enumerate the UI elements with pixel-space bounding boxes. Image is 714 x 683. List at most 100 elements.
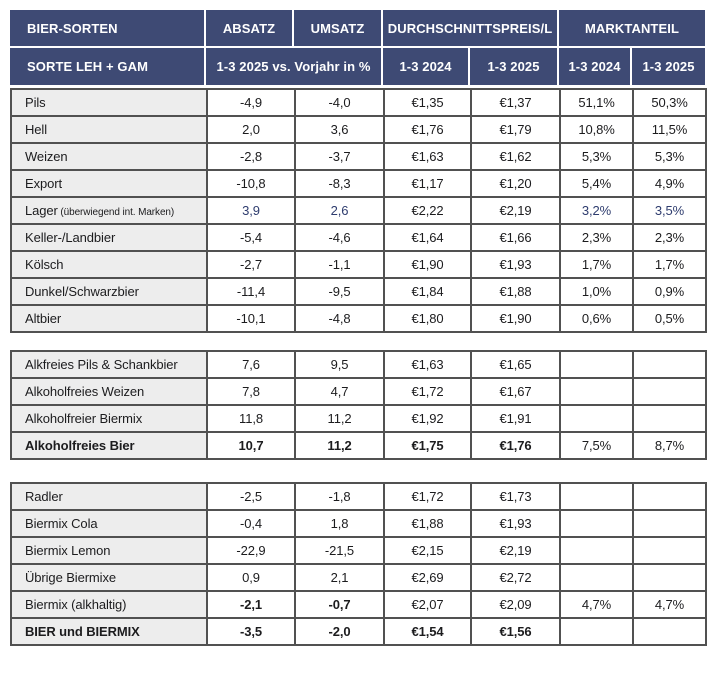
cell-absatz: -2,8	[206, 142, 296, 171]
cell-marktanteil-2025	[632, 617, 707, 646]
cell-marktanteil-2024: 1,7%	[559, 250, 634, 279]
cell-preis-2024: €1,63	[383, 350, 472, 379]
cell-marktanteil-2025: 0,9%	[632, 277, 707, 306]
beer-statistics-table: BIER-SORTEN ABSATZ UMSATZ DURCHSCHNITTSP…	[10, 10, 707, 646]
cell-preis-2024: €1,72	[383, 482, 472, 511]
cell-absatz: 11,8	[206, 404, 296, 433]
table-row: Biermix Lemon -22,9 -21,5 €2,15 €2,19	[10, 536, 707, 565]
table-block-biermix: Radler -2,5 -1,8 €1,72 €1,73 Biermix Cola -0,4…	[10, 482, 707, 646]
cell-preis-2024: €1,92	[383, 404, 472, 433]
cell-preis-2025: €1,73	[470, 482, 561, 511]
cell-absatz: -22,9	[206, 536, 296, 565]
row-label: Übrige Biermixe	[10, 563, 208, 592]
cell-preis-2025: €1,37	[470, 88, 561, 117]
cell-marktanteil-2025	[632, 350, 707, 379]
cell-preis-2024: €1,84	[383, 277, 472, 306]
cell-absatz: 7,8	[206, 377, 296, 406]
table-row: Hell 2,0 3,6 €1,76 €1,79 10,8% 11,5%	[10, 115, 707, 144]
header-durchschnittspreis: DURCHSCHNITTSPREIS/L	[383, 10, 559, 48]
cell-marktanteil-2024: 2,3%	[559, 223, 634, 252]
cell-marktanteil-2025	[632, 563, 707, 592]
cell-absatz: 2,0	[206, 115, 296, 144]
table-row: Alkfreies Pils & Schankbier 7,6 9,5 €1,63 €1…	[10, 350, 707, 379]
table-row: Weizen -2,8 -3,7 €1,63 €1,62 5,3% 5,3%	[10, 142, 707, 171]
cell-marktanteil-2025: 4,9%	[632, 169, 707, 198]
cell-umsatz: -21,5	[294, 536, 385, 565]
row-label: Alkoholfreier Biermix	[10, 404, 208, 433]
row-label-note: (überwiegend int. Marken)	[57, 207, 175, 218]
table-header: BIER-SORTEN ABSATZ UMSATZ DURCHSCHNITTSP…	[10, 10, 705, 85]
cell-marktanteil-2025: 1,7%	[632, 250, 707, 279]
cell-preis-2025: €1,90	[470, 304, 561, 333]
cell-preis-2024: €1,63	[383, 142, 472, 171]
row-label: Biermix (alkhaltig)	[10, 590, 208, 619]
cell-preis-2025: €1,67	[470, 377, 561, 406]
cell-umsatz: 1,8	[294, 509, 385, 538]
header-row-groups: BIER-SORTEN ABSATZ UMSATZ DURCHSCHNITTSP…	[10, 10, 705, 48]
table-row: Übrige Biermixe 0,9 2,1 €2,69 €2,72	[10, 563, 707, 592]
cell-preis-2025: €1,93	[470, 509, 561, 538]
cell-umsatz: -4,8	[294, 304, 385, 333]
cell-preis-2024: €2,15	[383, 536, 472, 565]
cell-marktanteil-2025: 2,3%	[632, 223, 707, 252]
cell-marktanteil-2024	[559, 350, 634, 379]
cell-preis-2024: €1,64	[383, 223, 472, 252]
cell-preis-2024: €1,35	[383, 88, 472, 117]
cell-umsatz: -4,6	[294, 223, 385, 252]
cell-preis-2024: €1,80	[383, 304, 472, 333]
cell-umsatz: -3,7	[294, 142, 385, 171]
row-label: Biermix Lemon	[10, 536, 208, 565]
row-label: Keller-/Landbier	[10, 223, 208, 252]
cell-marktanteil-2025	[632, 509, 707, 538]
cell-marktanteil-2024	[559, 563, 634, 592]
cell-marktanteil-2024: 5,3%	[559, 142, 634, 171]
row-label: Export	[10, 169, 208, 198]
cell-absatz: -2,7	[206, 250, 296, 279]
row-label: Altbier	[10, 304, 208, 333]
cell-absatz: -5,4	[206, 223, 296, 252]
cell-preis-2025: €1,91	[470, 404, 561, 433]
cell-preis-2024: €2,07	[383, 590, 472, 619]
cell-marktanteil-2024	[559, 482, 634, 511]
cell-preis-2025: €2,19	[470, 536, 561, 565]
cell-preis-2025: €2,19	[470, 196, 561, 225]
cell-preis-2025: €1,66	[470, 223, 561, 252]
header-absatz: ABSATZ	[206, 10, 294, 48]
cell-marktanteil-2024	[559, 536, 634, 565]
cell-preis-2025: €2,09	[470, 590, 561, 619]
header-umsatz: UMSATZ	[294, 10, 383, 48]
cell-marktanteil-2025: 3,5%	[632, 196, 707, 225]
table-row: Lager (überwiegend int. Marken) 3,9 2,6 €2,…	[10, 196, 707, 225]
cell-preis-2024: €2,22	[383, 196, 472, 225]
cell-absatz: 10,7	[206, 431, 296, 460]
cell-marktanteil-2024: 4,7%	[559, 590, 634, 619]
cell-marktanteil-2025	[632, 377, 707, 406]
cell-marktanteil-2024	[559, 617, 634, 646]
cell-preis-2024: €1,54	[383, 617, 472, 646]
row-label: Kölsch	[10, 250, 208, 279]
cell-marktanteil-2024	[559, 377, 634, 406]
header-vs-vorjahr: 1-3 2025 vs. Vorjahr in %	[206, 48, 383, 85]
cell-marktanteil-2025	[632, 536, 707, 565]
cell-preis-2025: €1,62	[470, 142, 561, 171]
cell-marktanteil-2024	[559, 404, 634, 433]
cell-umsatz: -2,0	[294, 617, 385, 646]
cell-umsatz: -1,8	[294, 482, 385, 511]
cell-marktanteil-2024: 1,0%	[559, 277, 634, 306]
cell-preis-2024: €2,69	[383, 563, 472, 592]
row-label: Alkoholfreies Weizen	[10, 377, 208, 406]
row-label: Weizen	[10, 142, 208, 171]
table-row: Alkoholfreies Weizen 7,8 4,7 €1,72 €1,67	[10, 377, 707, 406]
cell-preis-2025: €1,76	[470, 431, 561, 460]
cell-umsatz: 2,1	[294, 563, 385, 592]
cell-umsatz: -9,5	[294, 277, 385, 306]
cell-umsatz: 2,6	[294, 196, 385, 225]
cell-preis-2025: €1,93	[470, 250, 561, 279]
table-row: Radler -2,5 -1,8 €1,72 €1,73	[10, 482, 707, 511]
cell-marktanteil-2024: 51,1%	[559, 88, 634, 117]
cell-absatz: -11,4	[206, 277, 296, 306]
table-row: Biermix Cola -0,4 1,8 €1,88 €1,93	[10, 509, 707, 538]
cell-marktanteil-2024: 7,5%	[559, 431, 634, 460]
table-row: Alkoholfreies Bier 10,7 11,2 €1,75 €1,76 7,5%…	[10, 431, 707, 460]
row-label: Dunkel/Schwarzbier	[10, 277, 208, 306]
